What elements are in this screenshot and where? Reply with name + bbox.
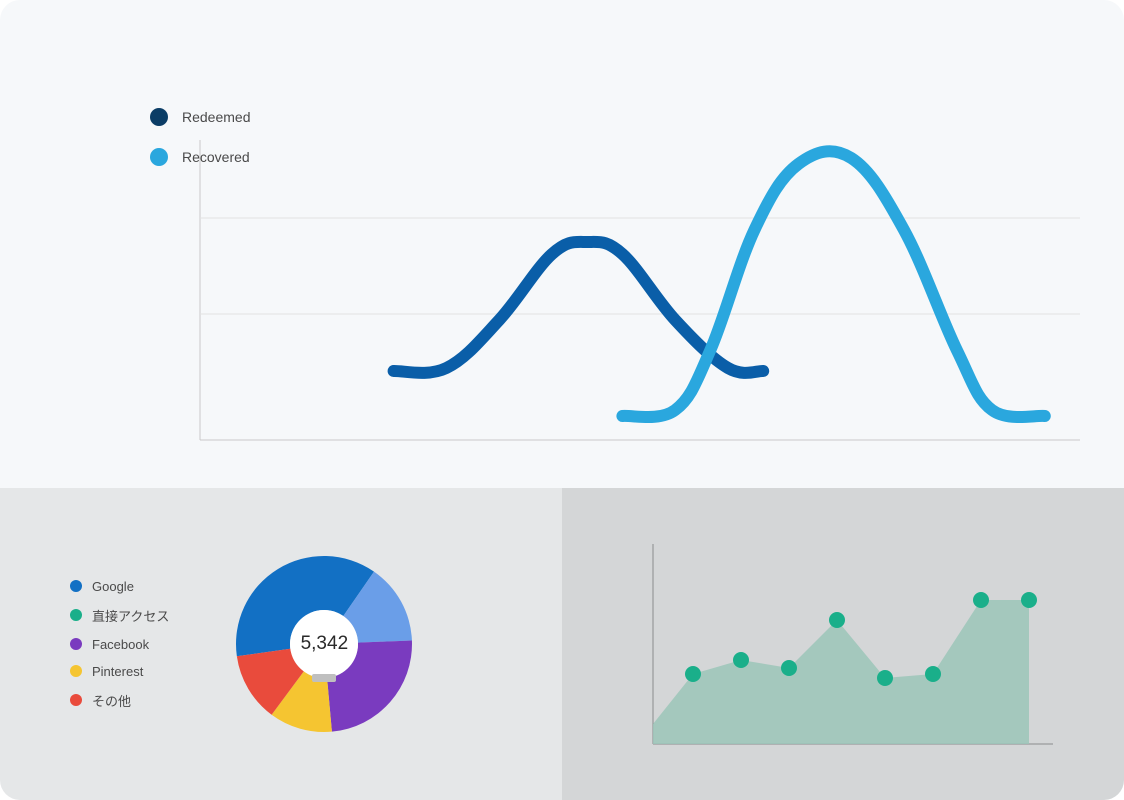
legend-label-redeemed: Redeemed: [182, 109, 251, 125]
legend-dot-recovered: [150, 148, 168, 166]
donut-legend-item: その他: [70, 691, 169, 710]
donut-legend-dot: [70, 638, 82, 650]
donut-legend-dot: [70, 665, 82, 677]
line-chart-legend: Redeemed Recovered: [150, 108, 251, 166]
area-chart-panel: [562, 488, 1124, 800]
donut-legend: Google 直接アクセス Facebook Pinterest その他: [70, 579, 169, 710]
line-chart-panel: Redeemed Recovered: [0, 0, 1124, 488]
bottom-row: Google 直接アクセス Facebook Pinterest その他 5,342: [0, 488, 1124, 800]
donut-legend-label: その他: [92, 691, 131, 710]
donut-legend-item: Google: [70, 579, 169, 594]
donut-legend-item: Pinterest: [70, 664, 169, 679]
area-chart-svg: [623, 529, 1063, 759]
donut-legend-label: Facebook: [92, 637, 149, 652]
donut-legend-label: Google: [92, 579, 134, 594]
legend-dot-redeemed: [150, 108, 168, 126]
donut-legend-item: 直接アクセス: [70, 606, 169, 625]
donut-legend-dot: [70, 580, 82, 592]
dashboard-container: Redeemed Recovered Google 直接アクセス Facebook P…: [0, 0, 1124, 800]
donut-center-value: 5,342: [301, 633, 349, 655]
donut-legend-label: 直接アクセス: [92, 606, 169, 625]
donut-legend-item: Facebook: [70, 637, 169, 652]
donut-chart-panel: Google 直接アクセス Facebook Pinterest その他 5,342: [0, 488, 562, 800]
legend-item-recovered: Recovered: [150, 148, 251, 166]
donut-legend-dot: [70, 694, 82, 706]
legend-label-recovered: Recovered: [182, 149, 250, 165]
legend-item-redeemed: Redeemed: [150, 108, 251, 126]
donut-legend-label: Pinterest: [92, 664, 143, 679]
donut-wrap: 5,342: [229, 549, 419, 739]
donut-legend-dot: [70, 609, 82, 621]
